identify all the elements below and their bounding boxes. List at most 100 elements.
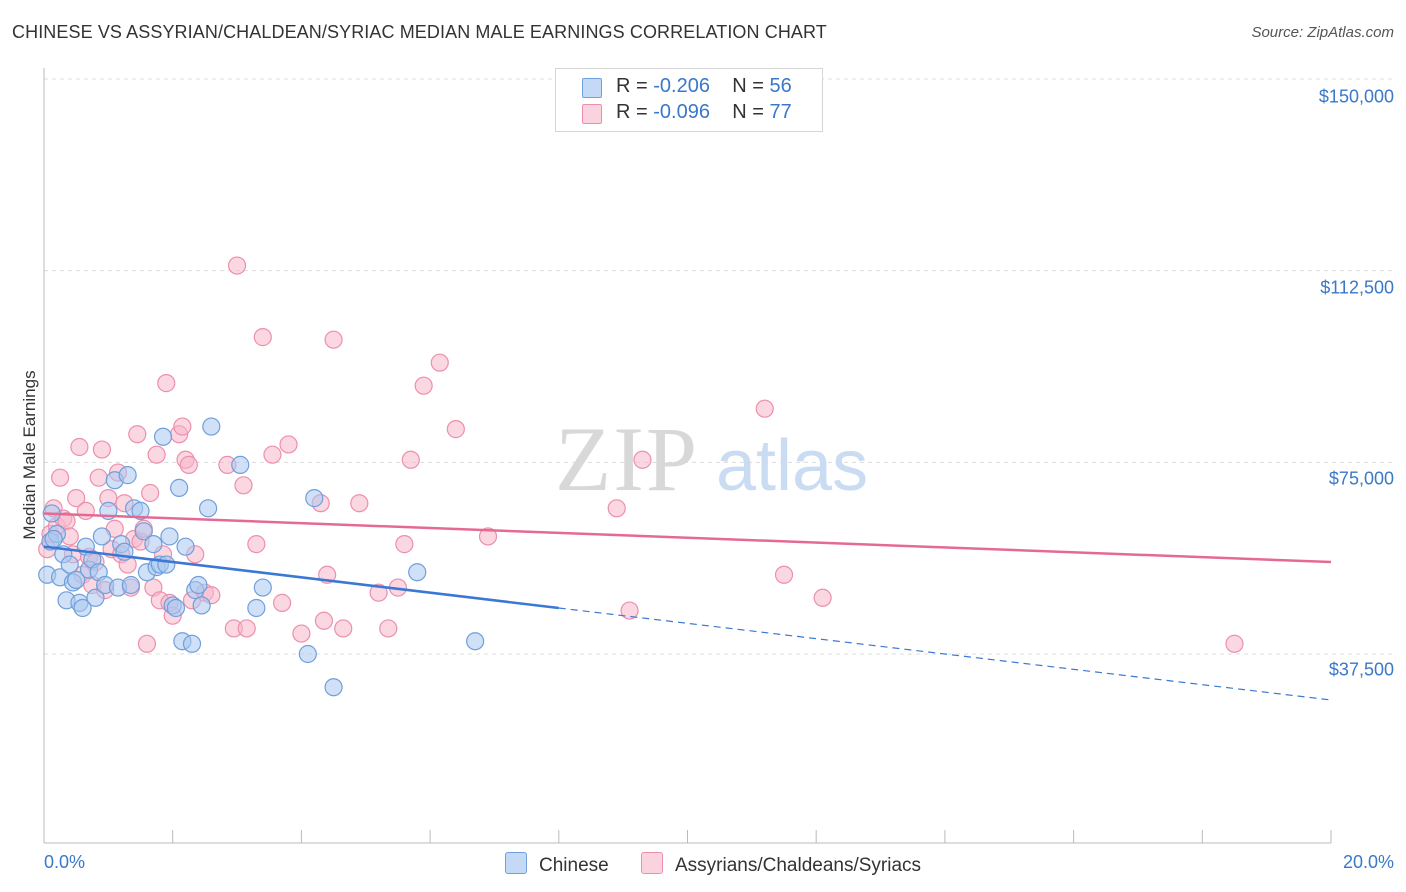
point-chinese: [466, 632, 485, 651]
bottom-legend-label: Chinese: [539, 855, 609, 876]
point-assyrian: [173, 417, 192, 436]
point-chinese: [192, 596, 211, 615]
legend-r-value: -0.096: [653, 101, 710, 123]
source-label: Source: ZipAtlas.com: [1251, 24, 1394, 41]
point-chinese: [144, 535, 163, 554]
bottom-legend-swatch-chinese: [505, 852, 527, 874]
chart-title: CHINESE VS ASSYRIAN/CHALDEAN/SYRIAC MEDI…: [12, 22, 827, 42]
point-assyrian: [67, 489, 86, 508]
series-chinese-points: [38, 417, 485, 697]
point-assyrian: [334, 619, 353, 638]
point-chinese: [134, 522, 153, 541]
point-assyrian: [279, 435, 298, 454]
point-chinese: [160, 527, 179, 546]
point-assyrian: [179, 455, 198, 474]
legend-swatch-assyrian: [582, 104, 602, 124]
point-chinese: [92, 527, 112, 546]
point-chinese: [305, 489, 324, 508]
point-assyrian: [137, 634, 157, 653]
trend-lines: [43, 512, 1332, 701]
point-assyrian: [755, 399, 774, 418]
y-tick-label: $112,500: [1320, 277, 1394, 298]
bottom-legend-label: Assyrians/Chaldeans/Syriacs: [675, 855, 922, 876]
point-chinese: [153, 427, 173, 446]
point-chinese: [121, 575, 140, 595]
axes: [43, 68, 1332, 844]
correlation-legend: R = -0.206 N = 56 R = -0.096 N = 77: [555, 68, 823, 132]
point-assyrian: [234, 476, 253, 495]
point-assyrian: [369, 583, 388, 602]
point-chinese: [67, 570, 86, 589]
point-assyrian: [633, 450, 652, 469]
gridlines: [44, 78, 1393, 655]
point-chinese: [131, 501, 150, 520]
point-assyrian: [157, 374, 176, 393]
point-chinese: [86, 588, 105, 607]
point-assyrian: [1225, 634, 1244, 653]
point-assyrian: [237, 619, 256, 638]
legend-n-value: 56: [769, 75, 792, 97]
point-assyrian: [414, 376, 433, 395]
point-chinese: [189, 575, 208, 595]
point-assyrian: [76, 501, 95, 520]
point-assyrian: [607, 499, 626, 518]
point-chinese: [44, 529, 63, 549]
point-assyrian: [395, 535, 414, 554]
point-chinese: [253, 578, 272, 597]
point-chinese: [198, 499, 218, 518]
y-tick-label: $150,000: [1318, 86, 1394, 107]
point-chinese: [166, 598, 186, 618]
legend-r-label: R =: [616, 75, 654, 97]
point-assyrian: [128, 425, 147, 444]
point-assyrian: [324, 330, 343, 349]
point-assyrian: [379, 619, 398, 638]
point-chinese: [73, 598, 92, 618]
point-assyrian: [272, 593, 292, 612]
y-tick-label: $37,500: [1328, 659, 1394, 680]
y-axis-label: Median Male Earnings: [20, 370, 39, 540]
bottom-legend-chinese: Chinese: [505, 852, 609, 877]
legend-n-label: N =: [732, 101, 770, 123]
point-chinese: [324, 678, 343, 697]
legend-n-value: 77: [769, 101, 792, 123]
trend-line-chinese: [43, 545, 559, 610]
point-assyrian: [446, 420, 465, 439]
y-tick-label: $75,000: [1328, 468, 1394, 489]
point-chinese: [247, 598, 266, 618]
trend-line-assyrian: [43, 512, 1332, 564]
point-assyrian: [50, 468, 70, 487]
point-assyrian: [401, 450, 420, 469]
trend-line-chinese-extension: [558, 607, 1332, 701]
legend-r-label: R =: [616, 101, 654, 123]
point-assyrian: [774, 565, 794, 584]
point-assyrian: [350, 494, 369, 513]
point-chinese: [60, 555, 79, 574]
point-assyrian: [147, 445, 166, 464]
watermark-atlas: atlas: [716, 426, 868, 506]
bottom-legend-assyrian: Assyrians/Chaldeans/Syriacs: [641, 852, 921, 877]
point-assyrian: [314, 611, 334, 630]
point-chinese: [170, 478, 189, 497]
legend-swatch-chinese: [582, 78, 602, 98]
point-chinese: [157, 555, 176, 574]
point-chinese: [118, 466, 137, 485]
point-assyrian: [263, 445, 282, 464]
point-assyrian: [478, 527, 498, 546]
point-chinese: [298, 644, 317, 664]
point-assyrian: [89, 468, 108, 487]
point-assyrian: [70, 437, 89, 457]
watermark-zip: ZIP: [555, 408, 699, 510]
point-chinese: [202, 417, 221, 436]
point-chinese: [182, 634, 202, 653]
x-tick-label-min: 0.0%: [44, 852, 86, 872]
legend-n-label: N =: [732, 75, 770, 97]
point-assyrian: [813, 588, 832, 607]
point-assyrian: [92, 440, 112, 459]
point-assyrian: [253, 328, 272, 347]
watermark: ZIP atlas: [555, 408, 868, 510]
point-assyrian: [292, 624, 311, 643]
point-chinese: [176, 537, 195, 556]
bottom-legend-swatch-assyrian: [641, 852, 663, 874]
series-assyrian-points: [38, 256, 1244, 653]
